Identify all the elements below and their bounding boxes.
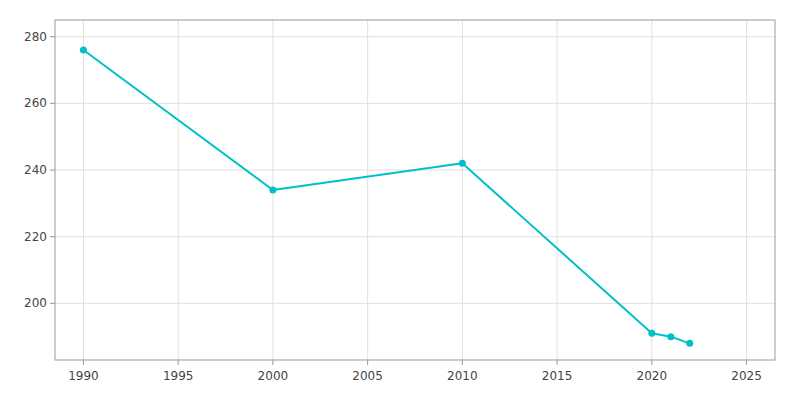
- grid-line-y: [55, 236, 775, 237]
- y-tick: [50, 170, 55, 171]
- grid-line-x: [178, 20, 179, 360]
- line: [83, 50, 689, 343]
- x-tick: [367, 360, 368, 365]
- x-tick: [83, 360, 84, 365]
- point: [667, 333, 674, 340]
- y-tick: [50, 236, 55, 237]
- point: [648, 330, 655, 337]
- y-tick-label: 280: [24, 30, 47, 44]
- x-tick: [272, 360, 273, 365]
- x-tick: [746, 360, 747, 365]
- chart-container: 200 220 240 260 280 1990 1995 2000 2005 2010 2015 2…: [0, 0, 800, 400]
- x-tick: [651, 360, 652, 365]
- x-tick-label: 2005: [352, 369, 383, 383]
- grid-line-x: [83, 20, 84, 360]
- y-tick: [50, 303, 55, 304]
- data-group: [80, 47, 693, 347]
- point: [686, 340, 693, 347]
- axes: 200 220 240 260 280 1990 1995 2000 2005 2010 2015 2…: [24, 30, 762, 383]
- grid-line-x: [462, 20, 463, 360]
- y-tick-label: 200: [24, 296, 47, 310]
- point: [269, 187, 276, 194]
- grid-line-y: [55, 303, 775, 304]
- grid-line-y: [55, 36, 775, 37]
- grid-line-y: [55, 103, 775, 104]
- y-tick: [50, 36, 55, 37]
- x-tick-label: 2020: [637, 369, 668, 383]
- y-tick-label: 240: [24, 163, 47, 177]
- x-tick: [462, 360, 463, 365]
- x-tick-label: 2010: [447, 369, 478, 383]
- x-tick: [557, 360, 558, 365]
- point: [80, 47, 87, 54]
- x-tick-label: 2000: [258, 369, 289, 383]
- x-tick: [178, 360, 179, 365]
- y-tick-label: 220: [24, 230, 47, 244]
- chart-svg: 200 220 240 260 280 1990 1995 2000 2005 2010 2015 2…: [0, 0, 800, 400]
- y-tick-label: 260: [24, 96, 47, 110]
- x-tick-label: 1990: [68, 369, 99, 383]
- x-tick-label: 2015: [542, 369, 573, 383]
- x-tick-label: 2025: [731, 369, 762, 383]
- grid-line-x: [651, 20, 652, 360]
- plot-frame: [55, 20, 775, 360]
- grid-line-x: [367, 20, 368, 360]
- x-tick-label: 1995: [163, 369, 194, 383]
- grid-line-x: [557, 20, 558, 360]
- y-tick: [50, 103, 55, 104]
- grid-line-x: [746, 20, 747, 360]
- grid: [55, 20, 775, 360]
- point: [459, 160, 466, 167]
